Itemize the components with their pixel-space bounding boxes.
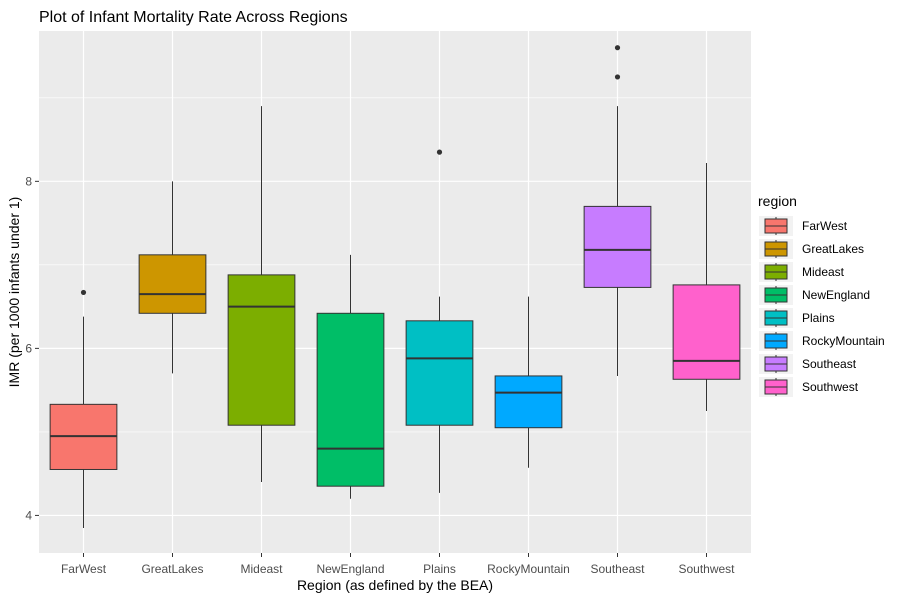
x-tick-label-southwest: Southwest — [678, 562, 735, 576]
legend-label: NewEngland — [802, 288, 870, 302]
legend-item-farwest: FarWest — [759, 216, 848, 236]
outlier-point — [436, 149, 443, 155]
x-axis-title: Region (as defined by the BEA) — [297, 577, 493, 593]
box-mideast — [227, 106, 296, 483]
x-tick-label-mideast: Mideast — [240, 562, 283, 576]
legend-label: FarWest — [802, 219, 848, 233]
legend-item-southwest: Southwest — [759, 377, 859, 397]
y-tick-label: 8 — [25, 174, 32, 188]
legend-label: Southwest — [802, 380, 859, 394]
legend-item-plains: Plains — [759, 308, 835, 328]
box-southwest — [672, 162, 741, 412]
box-greatlakes — [138, 181, 207, 374]
legend-label: RockyMountain — [802, 334, 885, 348]
box-newengland — [316, 254, 385, 499]
x-tick-label-greatlakes: GreatLakes — [141, 562, 203, 576]
legend: FarWest GreatLakes Mideast NewEngland Plains… — [759, 216, 885, 397]
outlier-point — [80, 289, 87, 296]
legend-item-mideast: Mideast — [759, 262, 845, 282]
box-body — [316, 312, 385, 487]
x-axis: FarWest GreatLakes Mideast NewEngland Plains… — [61, 553, 735, 576]
x-tick-label-newengland: NewEngland — [316, 562, 384, 576]
x-tick-label-farwest: FarWest — [61, 562, 107, 576]
legend-item-greatlakes: GreatLakes — [759, 239, 864, 259]
box-body — [672, 284, 741, 380]
box-rockymountain — [494, 296, 563, 468]
x-tick-label-plains: Plains — [423, 562, 456, 576]
box-body — [138, 254, 207, 314]
x-tick-label-rockymountain: RockyMountain — [487, 562, 570, 576]
outlier-point — [614, 45, 621, 51]
legend-label: Southeast — [802, 357, 857, 371]
box-body — [583, 205, 652, 288]
box-plains — [405, 149, 474, 493]
box-southeast — [583, 45, 652, 376]
legend-item-newengland: NewEngland — [759, 285, 870, 305]
legend-label: Plains — [802, 311, 835, 325]
y-tick-label: 6 — [25, 341, 32, 355]
y-tick-label: 4 — [25, 508, 32, 522]
legend-item-rockymountain: RockyMountain — [759, 331, 885, 351]
box-body — [405, 320, 474, 426]
y-axis-title: IMR (per 1000 infants under 1) — [6, 197, 22, 388]
x-tick-label-southeast: Southeast — [590, 562, 645, 576]
legend-item-southeast: Southeast — [759, 354, 857, 374]
y-axis: 4 6 8 — [25, 174, 39, 522]
outlier-point — [614, 74, 621, 80]
box-farwest — [49, 289, 118, 528]
box-body — [494, 375, 563, 429]
legend-title: region — [758, 193, 797, 209]
legend-label: Mideast — [802, 265, 845, 279]
chart-title: Plot of Infant Mortality Rate Across Reg… — [39, 9, 348, 26]
box-body — [227, 274, 296, 426]
boxes-layer — [49, 45, 741, 528]
legend-label: GreatLakes — [802, 242, 864, 256]
